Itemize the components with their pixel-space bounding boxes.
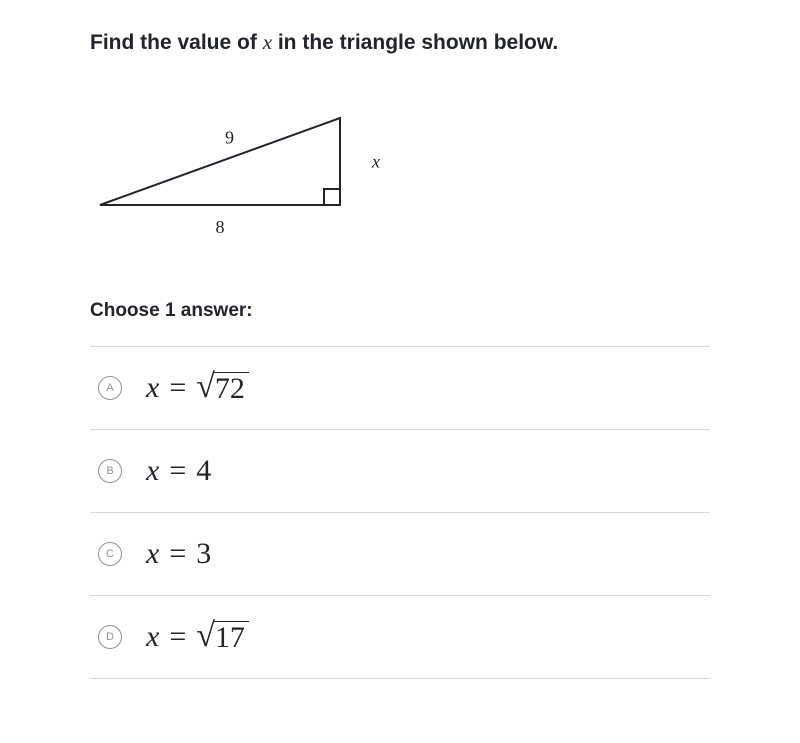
radicand: 17 (213, 621, 249, 654)
choice-variable: x (146, 371, 159, 405)
answer-prompt: Choose 1 answer: (90, 300, 710, 322)
equals-sign: = (169, 620, 186, 654)
triangle-svg: 9 8 x (90, 95, 410, 245)
triangle-shape (100, 118, 340, 205)
choice-value: 3 (196, 537, 211, 571)
question-prefix: Find the value of (90, 31, 263, 54)
choice-d[interactable]: D x = √ 17 (90, 595, 710, 679)
choice-badge-d: D (98, 625, 122, 649)
choice-math-c: x = 3 (146, 537, 211, 571)
hypotenuse-label: 9 (225, 128, 234, 148)
question-variable: x (263, 30, 272, 54)
choice-c[interactable]: C x = 3 (90, 512, 710, 595)
radicand: 72 (213, 372, 249, 405)
sqrt-expression: √ 72 (196, 372, 249, 405)
choice-variable: x (146, 620, 159, 654)
choice-badge-c: C (98, 542, 122, 566)
choice-math-d: x = √ 17 (146, 620, 249, 654)
choice-math-b: x = 4 (146, 454, 211, 488)
choice-badge-a: A (98, 376, 122, 400)
choice-value: 4 (196, 454, 211, 488)
choice-a[interactable]: A x = √ 72 (90, 346, 710, 429)
triangle-diagram: 9 8 x (90, 95, 710, 250)
right-angle-marker (324, 189, 340, 205)
sqrt-expression: √ 17 (196, 621, 249, 654)
choice-math-a: x = √ 72 (146, 371, 249, 405)
question-text: Find the value of x in the triangle show… (90, 30, 710, 55)
choice-b[interactable]: B x = 4 (90, 429, 710, 512)
question-suffix: in the triangle shown below. (272, 31, 558, 54)
side-label: x (371, 152, 380, 172)
choice-variable: x (146, 454, 159, 488)
choice-badge-b: B (98, 459, 122, 483)
choices-list: A x = √ 72 B x = 4 C x = 3 D x = (90, 346, 710, 679)
equals-sign: = (169, 537, 186, 571)
equals-sign: = (169, 454, 186, 488)
base-label: 8 (216, 217, 225, 237)
equals-sign: = (169, 371, 186, 405)
choice-variable: x (146, 537, 159, 571)
